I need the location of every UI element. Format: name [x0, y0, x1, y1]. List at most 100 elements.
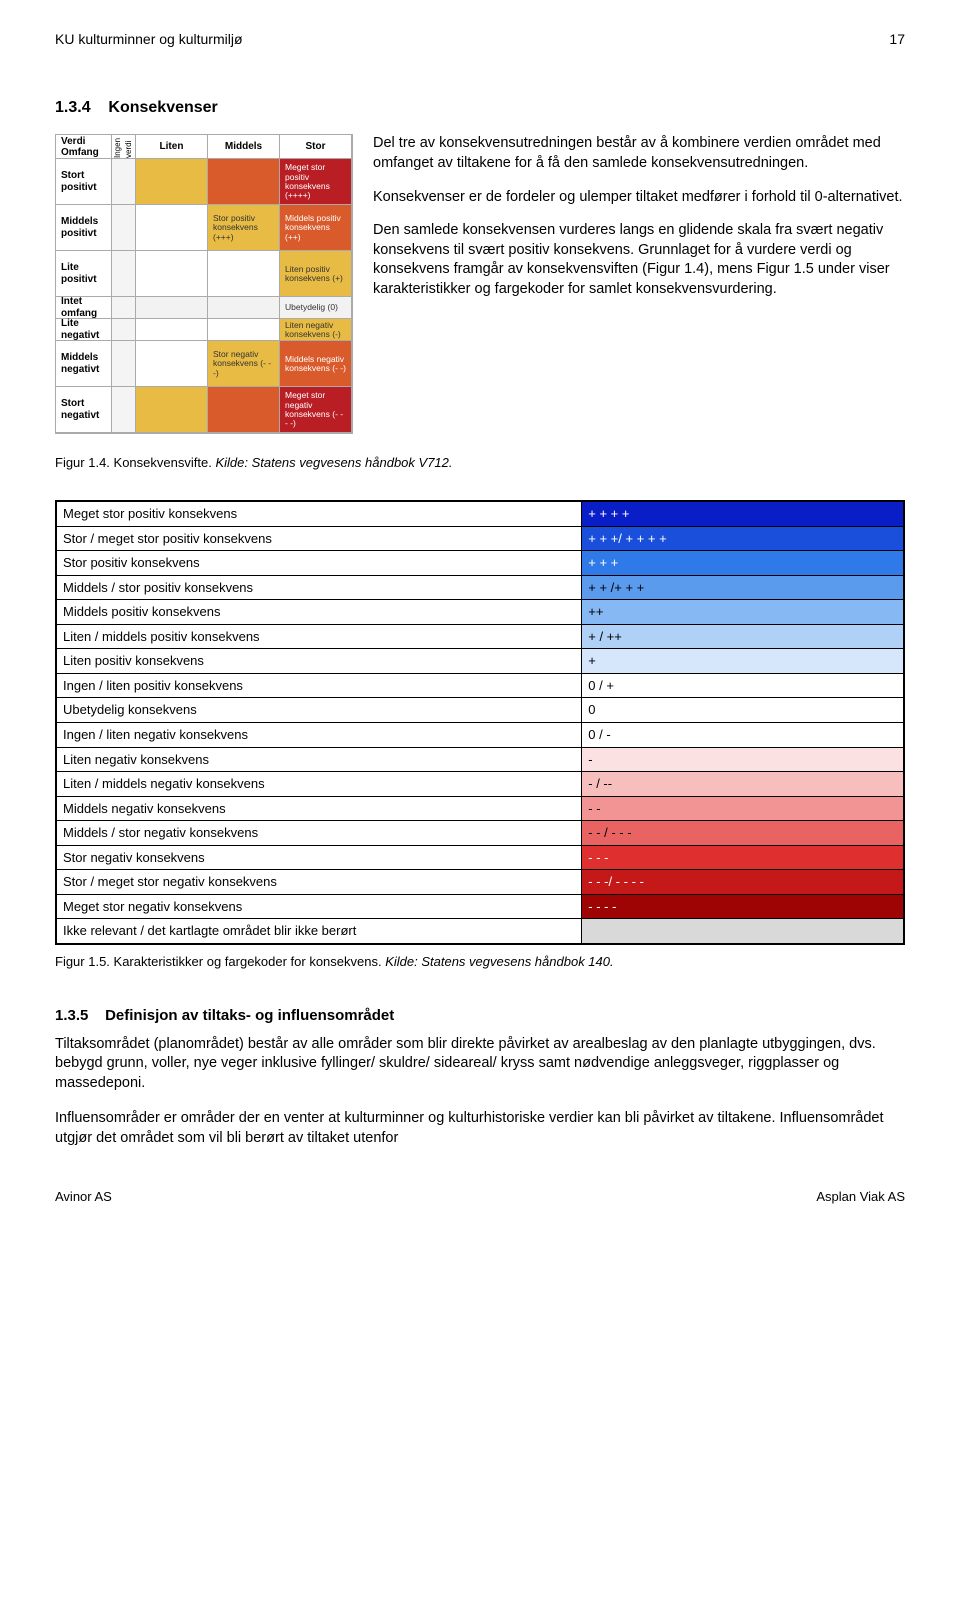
fig4-ingen-verdi-cell	[112, 319, 136, 341]
konsekvens-label: Stor / meget stor negativ konsekvens	[56, 870, 582, 895]
table-row: Middels / stor negativ konsekvens- - / -…	[56, 821, 904, 846]
konsekvens-label: Stor positiv konsekvens	[56, 551, 582, 576]
table-row: Liten / middels positiv konsekvens+ / ++	[56, 624, 904, 649]
konsekvens-value: 0 / +	[582, 673, 904, 698]
table-row: Middels negativ konsekvens- -	[56, 796, 904, 821]
section2-num: 1.3.5	[55, 1007, 88, 1024]
konsekvens-label: Liten positiv konsekvens	[56, 649, 582, 674]
fig4-data-cell: Meget stor positiv konsekvens (++++)	[280, 159, 352, 205]
page-footer: Avinor AS Asplan Viak AS	[55, 1188, 905, 1206]
fig4-row-header: Stort positivt	[56, 159, 112, 205]
table-row: Stor / meget stor positiv konsekvens+ + …	[56, 526, 904, 551]
section-name: Konsekvenser	[108, 99, 217, 116]
fig4-data-cell: Stor negativ konsekvens (- - -)	[208, 341, 280, 387]
konsekvens-label: Meget stor negativ konsekvens	[56, 894, 582, 919]
konsekvens-value: - - -/ - - - -	[582, 870, 904, 895]
section2-p1: Tiltaksområdet (planområdet) består av a…	[55, 1035, 905, 1094]
intro-p3: Den samlede konsekvensen vurderes langs …	[373, 221, 905, 299]
fig5-caption-src: Kilde: Statens vegvesens håndbok 140.	[385, 954, 613, 969]
fig4-header-cell: Stor	[280, 135, 352, 159]
table-row: Liten / middels negativ konsekvens- / --	[56, 772, 904, 797]
table-row: Ikke relevant / det kartlagte området bl…	[56, 919, 904, 944]
figure-1-4-caption: Figur 1.4. Konsekvensvifte. Kilde: State…	[55, 454, 905, 472]
table-row: Ingen / liten negativ konsekvens0 / -	[56, 722, 904, 747]
table-row: Meget stor positiv konsekvens+ + + +	[56, 501, 904, 526]
fig4-ingen-verdi-cell	[112, 387, 136, 433]
fig4-data-cell	[208, 387, 280, 433]
konsekvens-label: Middels / stor positiv konsekvens	[56, 575, 582, 600]
section-title: 1.3.4 Konsekvenser	[55, 97, 905, 119]
fig4-data-cell	[136, 319, 208, 341]
fig4-ingen-verdi-cell	[112, 341, 136, 387]
figure-1-5-caption: Figur 1.5. Karakteristikker og fargekode…	[55, 953, 905, 971]
fig4-header-cell: VerdiOmfang	[56, 135, 112, 159]
konsekvens-value: - / --	[582, 772, 904, 797]
intro-p2: Konsekvenser er de fordeler og ulemper t…	[373, 188, 905, 208]
fig4-data-cell: Ubetydelig (0)	[280, 297, 352, 319]
konsekvens-label: Ingen / liten positiv konsekvens	[56, 673, 582, 698]
konsekvens-label: Middels positiv konsekvens	[56, 600, 582, 625]
konsekvens-value: +	[582, 649, 904, 674]
konsekvens-value: - -	[582, 796, 904, 821]
konsekvens-label: Ikke relevant / det kartlagte området bl…	[56, 919, 582, 944]
konsekvens-value: + + + +	[582, 501, 904, 526]
fig4-row-header: Lite positivt	[56, 251, 112, 297]
fig4-row-header: Stort negativt	[56, 387, 112, 433]
section2-p2: Influensområder er områder der en venter…	[55, 1109, 905, 1148]
table-row: Middels / stor positiv konsekvens+ + /+ …	[56, 575, 904, 600]
fig4-data-cell	[136, 205, 208, 251]
konsekvens-value: - - -	[582, 845, 904, 870]
konsekvens-value: - - - -	[582, 894, 904, 919]
figure-1-4-konsekvensvifte: VerdiOmfangIngen verdiLitenMiddelsStor St…	[55, 134, 353, 434]
table-row: Stor / meget stor negativ konsekvens- - …	[56, 870, 904, 895]
fig4-ingen-verdi-cell	[112, 251, 136, 297]
table-row: Liten negativ konsekvens-	[56, 747, 904, 772]
table-row: Ubetydelig konsekvens0	[56, 698, 904, 723]
konsekvens-value: + + /+ + +	[582, 575, 904, 600]
table-row: Liten positiv konsekvens+	[56, 649, 904, 674]
table-konsekvens-colors: Meget stor positiv konsekvens+ + + +Stor…	[55, 500, 905, 945]
table-row: Stor positiv konsekvens+ + +	[56, 551, 904, 576]
fig4-ingen-verdi-cell	[112, 159, 136, 205]
table-row: Stor negativ konsekvens- - -	[56, 845, 904, 870]
konsekvens-label: Meget stor positiv konsekvens	[56, 501, 582, 526]
konsekvens-label: Middels negativ konsekvens	[56, 796, 582, 821]
table-row: Ingen / liten positiv konsekvens0 / +	[56, 673, 904, 698]
fig4-data-cell	[208, 319, 280, 341]
footer-right: Asplan Viak AS	[816, 1188, 905, 1206]
fig4-data-cell	[208, 251, 280, 297]
fig4-row-header: Middels negativt	[56, 341, 112, 387]
section-num: 1.3.4	[55, 99, 91, 116]
fig4-caption-lead: Figur 1.4. Konsekvensvifte.	[55, 455, 212, 470]
fig4-header-cell: Ingen verdi	[112, 135, 136, 159]
intro-text: Del tre av konsekvensutredningen består …	[373, 134, 905, 434]
fig5-caption-lead: Figur 1.5. Karakteristikker og fargekode…	[55, 954, 382, 969]
konsekvens-value	[582, 919, 904, 944]
fig4-data-cell	[208, 159, 280, 205]
konsekvens-value: - - / - - -	[582, 821, 904, 846]
footer-left: Avinor AS	[55, 1188, 112, 1206]
konsekvens-label: Stor negativ konsekvens	[56, 845, 582, 870]
intro-p1: Del tre av konsekvensutredningen består …	[373, 134, 905, 173]
fig4-ingen-verdi-cell	[112, 205, 136, 251]
fig4-data-cell: Liten positiv konsekvens (+)	[280, 251, 352, 297]
fig4-data-cell: Stor positiv konsekvens (+++)	[208, 205, 280, 251]
konsekvens-label: Ubetydelig konsekvens	[56, 698, 582, 723]
konsekvens-value: + + +	[582, 551, 904, 576]
fig4-row-header: Middels positivt	[56, 205, 112, 251]
fig4-data-cell	[136, 297, 208, 319]
fig4-data-cell: Liten negativ konsekvens (-)	[280, 319, 352, 341]
konsekvens-value: 0	[582, 698, 904, 723]
fig4-data-cell	[136, 341, 208, 387]
fig4-data-cell: Middels negativ konsekvens (- -)	[280, 341, 352, 387]
fig4-ingen-verdi-cell	[112, 297, 136, 319]
fig4-header-cell: Middels	[208, 135, 280, 159]
section2-name: Definisjon av tiltaks- og influensområde…	[105, 1007, 394, 1024]
fig4-header-cell: Liten	[136, 135, 208, 159]
fig4-data-cell	[136, 251, 208, 297]
fig4-data-cell	[208, 297, 280, 319]
table-row: Meget stor negativ konsekvens- - - -	[56, 894, 904, 919]
fig4-row-header: Lite negativt	[56, 319, 112, 341]
fig4-data-cell: Meget stor negativ konsekvens (- - - -)	[280, 387, 352, 433]
konsekvens-value: ++	[582, 600, 904, 625]
